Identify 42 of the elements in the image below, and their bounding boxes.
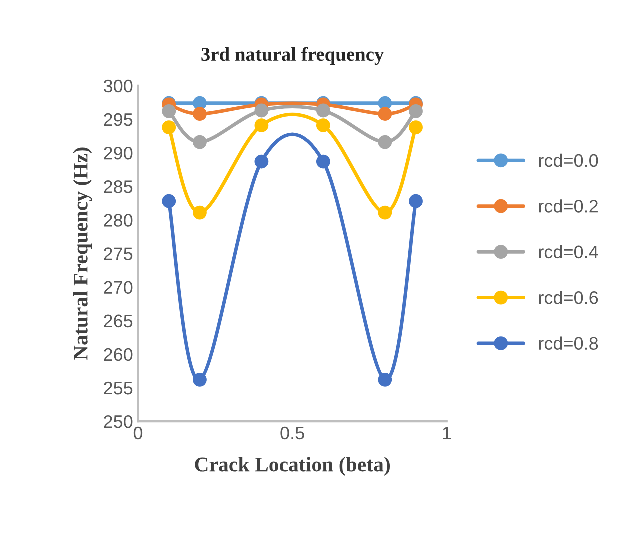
point [193,107,207,122]
y-tick-label: 300 [104,80,133,93]
point [193,206,207,220]
point [162,194,176,208]
y-tick-label: 265 [104,314,133,328]
y-tick-label: 275 [104,248,133,260]
point [378,206,392,220]
x-axis-title: Crack Location (beta) [195,457,390,476]
point [162,104,176,118]
legend-label: rcd=0.6 [539,291,598,304]
y-tick-label: 285 [104,180,133,194]
y-tick-label: 280 [104,214,133,227]
point [193,372,207,387]
point [162,120,176,134]
point [378,107,392,122]
x-tick-label: 1 [443,427,452,440]
legend-label: rcd=0.4 [539,245,598,259]
point [254,154,269,169]
point [254,104,269,118]
x-tick-label: 0 [134,426,143,440]
legend-label: rcd=0.0 [539,154,598,168]
point [409,194,423,208]
chart-title: 3rd natural frequency [202,47,384,66]
y-tick-label: 250 [104,415,133,428]
legend-label: rcd=0.2 [539,200,598,213]
point [316,104,330,118]
y-tick-label: 270 [104,281,133,294]
legend-label: rcd=0.8 [539,336,598,350]
point [378,135,392,150]
point [409,120,423,134]
point [316,154,330,169]
point [316,118,330,132]
y-axis-title: Natural Frequency (Hz) [73,148,92,360]
y-tick-label: 255 [104,382,133,395]
point [409,104,423,118]
point [193,135,207,150]
y-tick-label: 295 [104,113,133,126]
y-tick-label: 290 [104,146,133,160]
x-tick-label: 0.5 [280,426,304,440]
y-tick-label: 260 [104,348,133,362]
point [254,118,269,132]
point [378,372,392,387]
